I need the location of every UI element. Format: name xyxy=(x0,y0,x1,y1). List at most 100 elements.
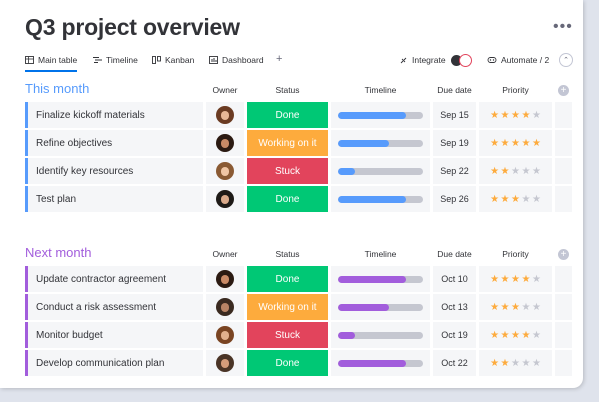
due-date[interactable]: Sep 26 xyxy=(433,186,476,212)
star-icon: ★ xyxy=(500,273,510,285)
due-date[interactable]: Sep 15 xyxy=(433,102,476,128)
column-header-timeline[interactable]: Timeline xyxy=(364,85,397,95)
item-name[interactable]: Refine objectives xyxy=(25,130,203,156)
due-date[interactable]: Sep 22 xyxy=(433,158,476,184)
kanban-icon xyxy=(152,56,161,64)
priority-rating[interactable]: ★ ★ ★ ★ ★ xyxy=(479,186,552,212)
integrate-button[interactable]: Integrate xyxy=(399,50,472,70)
owner-cell[interactable] xyxy=(206,294,244,320)
status-badge[interactable]: Done xyxy=(247,102,328,128)
status-badge[interactable]: Stuck xyxy=(247,322,328,348)
timeline-track xyxy=(338,167,423,175)
star-icon: ★ xyxy=(531,193,541,205)
collapse-header-button[interactable]: ⌃ xyxy=(559,53,573,67)
priority-rating[interactable]: ★ ★ ★ ★ ★ xyxy=(479,130,552,156)
timeline-bar[interactable] xyxy=(331,186,430,212)
due-date[interactable]: Oct 13 xyxy=(433,294,476,320)
star-icon: ★ xyxy=(500,329,510,341)
star-icon: ★ xyxy=(531,109,541,121)
item-name[interactable]: Test plan xyxy=(25,186,203,212)
column-header-priority[interactable]: Priority xyxy=(502,85,529,95)
tab-timeline[interactable]: Timeline xyxy=(93,50,138,70)
due-date[interactable]: Oct 22 xyxy=(433,350,476,376)
owner-cell[interactable] xyxy=(206,186,244,212)
star-icon: ★ xyxy=(500,193,510,205)
timeline-bar[interactable] xyxy=(331,294,430,320)
group-title[interactable]: Next month xyxy=(25,245,92,260)
timeline-bar[interactable] xyxy=(331,158,430,184)
star-icon: ★ xyxy=(511,109,520,121)
owner-cell[interactable] xyxy=(206,158,244,184)
priority-rating[interactable]: ★ ★ ★ ★ ★ xyxy=(479,266,552,292)
tab-label: Kanban xyxy=(165,55,195,65)
column-header-due-date[interactable]: Due date xyxy=(437,249,472,259)
empty-cell xyxy=(555,102,572,128)
status-badge[interactable]: Working on it xyxy=(247,294,328,320)
status-badge[interactable]: Done xyxy=(247,350,328,376)
owner-cell[interactable] xyxy=(206,130,244,156)
table-row: Monitor budget Stuck Oct 19 ★ ★ ★ ★ ★ xyxy=(25,322,572,348)
item-name[interactable]: Update contractor agreement xyxy=(25,266,203,292)
table-row: Update contractor agreement Done Oct 10 ★ ★ ★… xyxy=(25,266,572,292)
add-view-button[interactable]: + xyxy=(276,53,283,65)
timeline-bar[interactable] xyxy=(331,322,430,348)
due-date[interactable]: Sep 19 xyxy=(433,130,476,156)
tab-main-table[interactable]: Main table xyxy=(25,50,78,72)
empty-cell xyxy=(555,322,572,348)
priority-rating[interactable]: ★ ★ ★ ★ ★ xyxy=(479,350,552,376)
column-header-status[interactable]: Status xyxy=(275,85,300,95)
timeline-fill xyxy=(338,167,355,175)
star-icon: ★ xyxy=(511,301,520,313)
timeline-fill xyxy=(338,111,406,119)
automate-button[interactable]: Automate / 2 xyxy=(487,50,549,70)
table-row: Develop communication plan Done Oct 22 ★ ★ ★ ★… xyxy=(25,350,572,376)
star-icon: ★ xyxy=(490,137,500,149)
owner-cell[interactable] xyxy=(206,322,244,348)
priority-rating[interactable]: ★ ★ ★ ★ ★ xyxy=(479,294,552,320)
column-header-priority[interactable]: Priority xyxy=(502,249,529,259)
item-name[interactable]: Finalize kickoff materials xyxy=(25,102,203,128)
star-icon: ★ xyxy=(500,165,510,177)
automate-label: Automate / 2 xyxy=(501,55,550,65)
view-toolbar: Main table Timeline Kanban Dashboard + I… xyxy=(0,50,583,72)
tab-dashboard[interactable]: Dashboard xyxy=(209,50,264,70)
status-badge[interactable]: Stuck xyxy=(247,158,328,184)
status-badge[interactable]: Working on it xyxy=(247,130,328,156)
dashboard-icon xyxy=(209,56,218,64)
priority-rating[interactable]: ★ ★ ★ ★ ★ xyxy=(479,322,552,348)
owner-cell[interactable] xyxy=(206,350,244,376)
timeline-bar[interactable] xyxy=(331,102,430,128)
avatar xyxy=(216,162,234,180)
tab-kanban[interactable]: Kanban xyxy=(152,50,194,70)
due-date[interactable]: Oct 19 xyxy=(433,322,476,348)
column-header-owner[interactable]: Owner xyxy=(212,249,238,259)
plug-icon xyxy=(400,57,407,63)
status-badge[interactable]: Done xyxy=(247,186,328,212)
star-icon: ★ xyxy=(490,301,500,313)
item-name[interactable]: Develop communication plan xyxy=(25,350,203,376)
item-name[interactable]: Monitor budget xyxy=(25,322,203,348)
item-name[interactable]: Identify key resources xyxy=(25,158,203,184)
timeline-bar[interactable] xyxy=(331,350,430,376)
item-name[interactable]: Conduct a risk assessment xyxy=(25,294,203,320)
column-header-owner[interactable]: Owner xyxy=(212,85,238,95)
timeline-bar[interactable] xyxy=(331,266,430,292)
priority-rating[interactable]: ★ ★ ★ ★ ★ xyxy=(479,158,552,184)
owner-cell[interactable] xyxy=(206,102,244,128)
timeline-bar[interactable] xyxy=(331,130,430,156)
stars: ★ ★ ★ ★ ★ xyxy=(490,166,541,177)
status-badge[interactable]: Done xyxy=(247,266,328,292)
add-column-button[interactable]: + xyxy=(558,85,569,96)
more-options-button[interactable]: ••• xyxy=(553,18,573,35)
avatar xyxy=(216,354,234,372)
timeline-track xyxy=(338,359,423,367)
column-header-due-date[interactable]: Due date xyxy=(437,85,472,95)
owner-cell[interactable] xyxy=(206,266,244,292)
column-header-timeline[interactable]: Timeline xyxy=(364,249,397,259)
due-date[interactable]: Oct 10 xyxy=(433,266,476,292)
star-icon: ★ xyxy=(490,165,500,177)
add-column-button[interactable]: + xyxy=(558,249,569,260)
group-title[interactable]: This month xyxy=(25,81,90,96)
column-header-status[interactable]: Status xyxy=(275,249,300,259)
priority-rating[interactable]: ★ ★ ★ ★ ★ xyxy=(479,102,552,128)
